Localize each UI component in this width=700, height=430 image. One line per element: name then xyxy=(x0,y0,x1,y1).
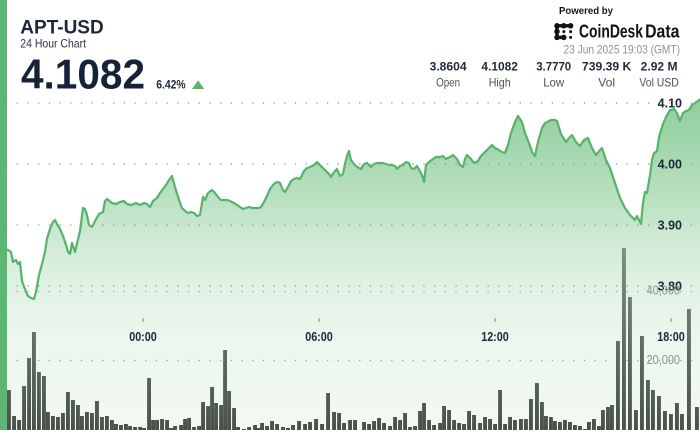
svg-text:3.90: 3.90 xyxy=(658,218,682,232)
svg-text:Vol USD: Vol USD xyxy=(639,76,679,90)
svg-text:739.39 K: 739.39 K xyxy=(582,62,632,74)
svg-text:3.80: 3.80 xyxy=(658,279,682,293)
svg-text:00:00: 00:00 xyxy=(129,330,157,344)
svg-text:Open: Open xyxy=(436,76,460,90)
svg-text:High: High xyxy=(489,76,511,90)
svg-text:APT-USD: APT-USD xyxy=(20,17,103,39)
svg-text:23 Jun 2025 19:03 (GMT): 23 Jun 2025 19:03 (GMT) xyxy=(564,42,681,56)
svg-text:3.8604: 3.8604 xyxy=(430,62,468,74)
svg-text:Low: Low xyxy=(543,76,564,90)
svg-text:24 Hour Chart: 24 Hour Chart xyxy=(20,36,86,50)
svg-text:Vol: Vol xyxy=(598,76,615,90)
svg-text:CoinDesk: CoinDesk xyxy=(579,22,644,42)
svg-text:20,000: 20,000 xyxy=(647,353,680,367)
svg-text:6.42%: 6.42% xyxy=(156,78,186,92)
svg-text:2.92 M: 2.92 M xyxy=(641,62,678,74)
svg-text:4.1082: 4.1082 xyxy=(481,62,518,74)
svg-text:06:00: 06:00 xyxy=(305,330,333,344)
svg-text:18:00: 18:00 xyxy=(657,330,685,344)
svg-text:Powered by: Powered by xyxy=(559,5,613,17)
svg-text:12:00: 12:00 xyxy=(481,330,509,344)
svg-text:3.7770: 3.7770 xyxy=(536,62,571,74)
svg-text:4.10: 4.10 xyxy=(658,96,682,110)
svg-text:40,000: 40,000 xyxy=(647,284,680,298)
svg-text:4.1082: 4.1082 xyxy=(21,51,145,98)
svg-text:4.00: 4.00 xyxy=(658,157,682,171)
svg-text:Data: Data xyxy=(645,22,680,42)
